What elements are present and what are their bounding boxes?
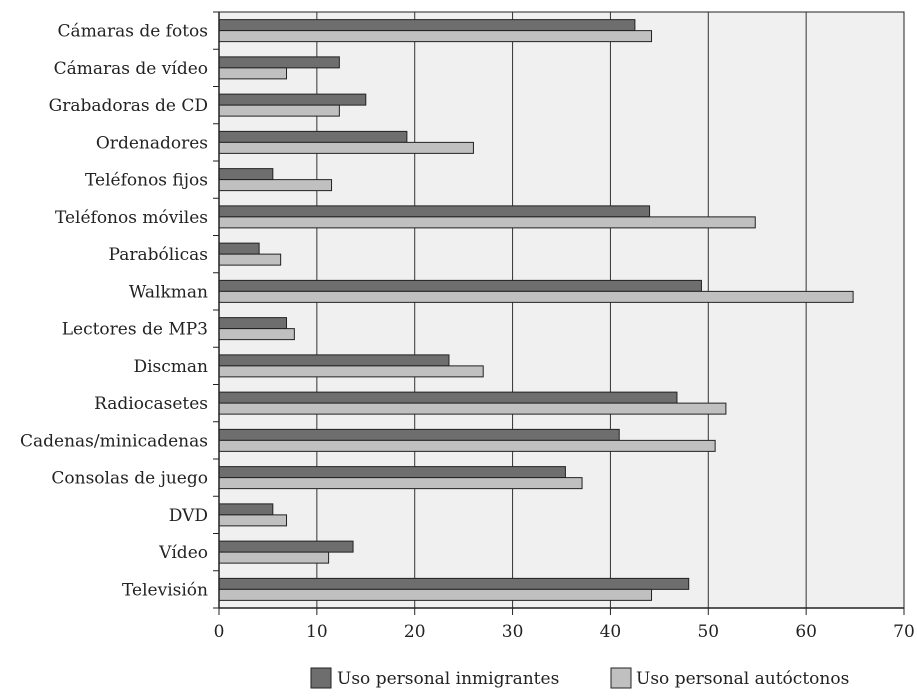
bar-autoctonos xyxy=(218,365,484,378)
bar-autoctonos xyxy=(218,216,756,229)
category-label: DVD xyxy=(169,506,208,526)
category-label: Teléfonos móviles xyxy=(55,208,208,228)
axes xyxy=(213,11,904,609)
bar-inmigrantes xyxy=(218,19,636,32)
category-label: Televisión xyxy=(122,580,208,600)
bar-autoctonos xyxy=(218,439,716,452)
bar-autoctonos xyxy=(218,514,288,527)
category-label: Cámaras de fotos xyxy=(58,22,208,42)
legend-swatch-autoctonos xyxy=(610,667,632,689)
x-tick-label: 70 xyxy=(893,622,915,642)
category-label: Ordenadores xyxy=(96,133,208,153)
legend-label-inmigrantes: Uso personal inmigrantes xyxy=(337,669,559,689)
bar-autoctonos xyxy=(218,67,288,80)
bar-autoctonos xyxy=(218,551,330,564)
legend-swatch-inmigrantes xyxy=(310,667,332,689)
bar-inmigrantes xyxy=(218,503,274,516)
bar-inmigrantes xyxy=(218,168,274,181)
bar-inmigrantes xyxy=(218,279,702,292)
x-tick-labels: 0 10 20 30 40 50 60 70 xyxy=(214,608,915,642)
category-label: Discman xyxy=(133,357,208,377)
category-label: Radiocasetes xyxy=(94,394,208,414)
category-label: Lectores de MP3 xyxy=(62,320,208,340)
category-label: Walkman xyxy=(129,282,208,302)
bar-inmigrantes xyxy=(218,130,408,143)
bar-inmigrantes xyxy=(218,466,566,479)
bar-autoctonos xyxy=(218,30,653,43)
bar-autoctonos xyxy=(218,141,474,154)
category-label: Teléfonos fijos xyxy=(85,171,208,191)
bar-autoctonos xyxy=(218,402,727,415)
bar-inmigrantes xyxy=(218,317,288,330)
x-tick-label: 60 xyxy=(795,622,817,642)
bar-autoctonos xyxy=(218,104,340,117)
bar-autoctonos xyxy=(218,290,854,303)
legend: Uso personal inmigrantes Uso personal au… xyxy=(310,667,849,689)
x-tick-label: 50 xyxy=(697,622,719,642)
bar-inmigrantes xyxy=(218,428,620,441)
x-tick-label: 0 xyxy=(214,622,225,642)
legend-label-autoctonos: Uso personal autóctonos xyxy=(636,669,849,689)
category-label: Consolas de juego xyxy=(51,469,208,489)
category-labels: Cámaras de fotos Cámaras de vídeo Grabador… xyxy=(20,22,208,601)
bar-inmigrantes xyxy=(218,577,690,590)
category-label: Vídeo xyxy=(158,543,208,563)
x-tick-label: 30 xyxy=(502,622,524,642)
category-label: Cadenas/minicadenas xyxy=(20,431,208,451)
bar-autoctonos xyxy=(218,253,282,266)
x-tick-label: 10 xyxy=(306,622,328,642)
bar-inmigrantes xyxy=(218,354,450,367)
category-label: Cámaras de vídeo xyxy=(54,59,208,79)
bar-inmigrantes xyxy=(218,391,678,404)
bar-inmigrantes xyxy=(218,540,354,553)
bar-inmigrantes xyxy=(218,242,260,255)
bar-autoctonos xyxy=(218,328,295,341)
bar-autoctonos xyxy=(218,179,333,192)
bar-inmigrantes xyxy=(218,93,367,106)
bar-inmigrantes xyxy=(218,205,651,218)
bar-autoctonos xyxy=(218,588,653,601)
x-tick-label: 20 xyxy=(404,622,426,642)
x-tick-label: 40 xyxy=(600,622,622,642)
category-label: Parabólicas xyxy=(109,245,208,265)
category-label: Grabadoras de CD xyxy=(49,96,208,116)
bar-autoctonos xyxy=(218,477,583,490)
bar-inmigrantes xyxy=(218,56,340,69)
